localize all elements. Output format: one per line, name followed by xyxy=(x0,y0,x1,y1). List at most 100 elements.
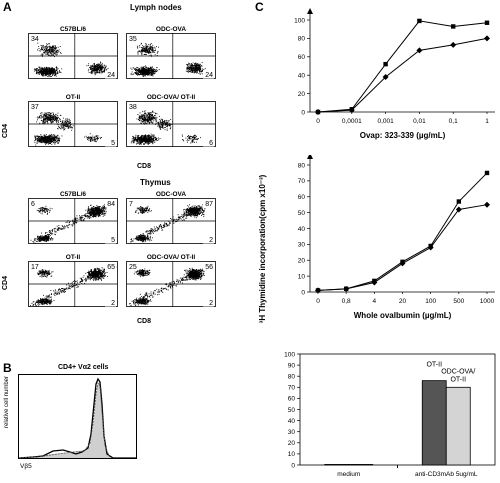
x-axis-label: Ovap: 323-339 (µg/mL) xyxy=(360,131,446,140)
panel-label-b: B xyxy=(3,361,12,375)
x-tick-label: 4 xyxy=(373,298,377,305)
data-point-diamond xyxy=(455,206,462,213)
data-point-square xyxy=(451,24,456,29)
data-point-diamond xyxy=(315,287,321,294)
facs-dots xyxy=(30,202,114,244)
facs-quadrant-percent: 38 xyxy=(129,104,137,111)
data-point-diamond xyxy=(382,74,389,81)
x-tick-label: 500 xyxy=(453,298,464,305)
y-tick-label: 60 xyxy=(288,396,296,403)
facs-dotplot-svg: C57BL/6 34 24 xyxy=(28,26,118,79)
data-point-diamond xyxy=(484,201,490,208)
histogram-y-label: relative cell number xyxy=(4,375,10,428)
facs-quadrant-percent: 84 xyxy=(107,201,115,208)
facs-quadrant-percent: 5 xyxy=(111,140,115,147)
facs-quadrant-percent: 24 xyxy=(205,72,213,79)
facs-plot-title: ODC-OVA xyxy=(156,191,187,198)
y-tick-label: 30 xyxy=(298,242,306,249)
y-tick-label: 20 xyxy=(288,440,296,447)
y-tick-label: 70 xyxy=(298,178,306,185)
y-tick-label: 90 xyxy=(288,362,296,369)
facs-dots xyxy=(30,262,117,307)
y-axis-arrow xyxy=(307,8,313,14)
y-tick-label: 40 xyxy=(298,226,306,233)
thymus-title: Thymus xyxy=(140,178,171,187)
x-tick-label: 0,1 xyxy=(449,118,458,125)
data-point-diamond xyxy=(348,107,355,114)
y-tick-label: 80 xyxy=(298,36,306,43)
facs-plot-title: ODC-OVA/ OT-II xyxy=(147,254,195,261)
facs-dotplot-svg: OT-II 37 5 xyxy=(28,94,118,147)
y-tick-label: 100 xyxy=(294,17,305,24)
facs-quadrant-percent: 35 xyxy=(129,36,137,43)
data-point-diamond xyxy=(427,244,434,251)
x-tick-label: 100 xyxy=(425,298,436,305)
y-tick-label: 40 xyxy=(298,73,306,80)
panel-label-c: C xyxy=(255,0,264,14)
facs-quadrant-percent: 65 xyxy=(107,264,115,271)
facs-quadrant-percent: 24 xyxy=(107,72,115,79)
x-tick-label: 0,01 xyxy=(413,118,426,125)
facs-quadrant-percent: 7 xyxy=(129,201,133,208)
facs-plot-lymph-ot-ii: OT-II 37 5 xyxy=(28,92,118,153)
facs-dotplot-svg: OT-II 17 65 2 xyxy=(28,254,118,307)
facs-dotplot-svg: ODC-OVA/ OT-II 25 56 2 xyxy=(126,254,216,307)
data-point-square xyxy=(383,61,388,67)
y-axis-arrow xyxy=(307,155,313,159)
y-tick-label: 20 xyxy=(298,91,306,98)
facs-plot-title: OT-II xyxy=(66,94,81,101)
data-point-diamond xyxy=(416,47,423,54)
histogram-frame xyxy=(18,374,137,459)
x-tick-label: 0,001 xyxy=(377,118,394,125)
y-tick-label: 10 xyxy=(298,273,306,280)
ovalbumin-dose-response-chart: 0 10 20 30 40 50 60 70 80 0 0,8 4 20 100 500 1000 Whole … xyxy=(298,155,495,320)
y-tick-label: 60 xyxy=(298,54,306,61)
facs-plot-lymph-c57bl6: C57BL/6 34 24 xyxy=(28,24,118,85)
x-tick-label: 0,0001 xyxy=(342,118,362,125)
bar-series-label: ODC-OVA/ xyxy=(441,368,475,375)
panel-c-y-axis-label: ³H Thymidine incorporation(cpm x10⁻³) xyxy=(258,174,267,324)
thymus-y-axis-label: CD4 xyxy=(2,275,9,290)
series-diamond xyxy=(315,201,490,294)
facs-plot-title: OT-II xyxy=(66,254,81,261)
facs-plot-lymph-odc-ova-ot-ii: ODC-OVA/ OT-II 38 6 xyxy=(126,92,216,153)
facs-quadrant-percent: 34 xyxy=(31,36,39,43)
data-point-square xyxy=(484,20,490,25)
facs-dotplot-svg: ODC-OVA 35 24 xyxy=(126,26,216,79)
x-tick-label: 0 xyxy=(316,298,320,305)
panel-label-a: A xyxy=(3,0,12,14)
lymph-nodes-title: Lymph nodes xyxy=(130,3,182,12)
series-square xyxy=(315,170,490,293)
histogram-title: CD4+ Vα2 cells xyxy=(58,364,109,371)
data-point-square xyxy=(484,170,490,176)
facs-plot-lymph-odc-ova: ODC-OVA 35 24 xyxy=(126,24,216,85)
facs-dots xyxy=(130,42,206,78)
bar-ot-ii xyxy=(324,464,350,466)
y-tick-label: 70 xyxy=(288,385,296,392)
histogram-grey-curve xyxy=(18,381,111,459)
series-diamond xyxy=(315,35,490,115)
facs-dotplot-svg: C57BL/6 6 84 5 xyxy=(28,191,118,244)
bar-odc-ova-ot-ii xyxy=(445,386,471,466)
series-line xyxy=(317,204,488,291)
vb5-histogram xyxy=(18,374,137,459)
facs-quadrant-percent: 37 xyxy=(31,104,39,111)
x-tick-label: 1 xyxy=(485,118,489,125)
y-tick-label: 20 xyxy=(298,258,306,265)
facs-plot-title: C57BL/6 xyxy=(60,26,86,33)
bar-series-label: OT-II xyxy=(426,362,442,369)
facs-plot-thymus-odc-ova: ODC-OVA 7 87 2 xyxy=(126,189,216,250)
facs-quadrant-percent: 6 xyxy=(209,140,213,147)
y-tick-label: 0 xyxy=(291,462,295,469)
facs-dots xyxy=(130,110,201,146)
facs-dots xyxy=(130,201,212,243)
ovap-dose-response-chart: 0 20 40 60 80 100 0 0,0001 0,001 0,01 0,1 1 Ovap: 32… xyxy=(294,8,495,140)
facs-plot-title: ODC-OVA/ OT-II xyxy=(147,94,195,101)
data-point-diamond xyxy=(371,279,378,286)
anti-cd3-bar-chart: 0 10 20 30 40 50 60 70 80 90 100 medium anti-CD3mAb … xyxy=(284,351,496,478)
data-point-diamond xyxy=(343,285,350,292)
facs-quadrant-percent: 87 xyxy=(205,201,213,208)
facs-plot-thymus-odc-ova-ot-ii: ODC-OVA/ OT-II 25 56 2 xyxy=(126,252,216,313)
thymus-x-axis-label: CD8 xyxy=(137,318,152,325)
facs-plot-thymus-c57bl6: C57BL/6 6 84 5 xyxy=(28,189,118,250)
